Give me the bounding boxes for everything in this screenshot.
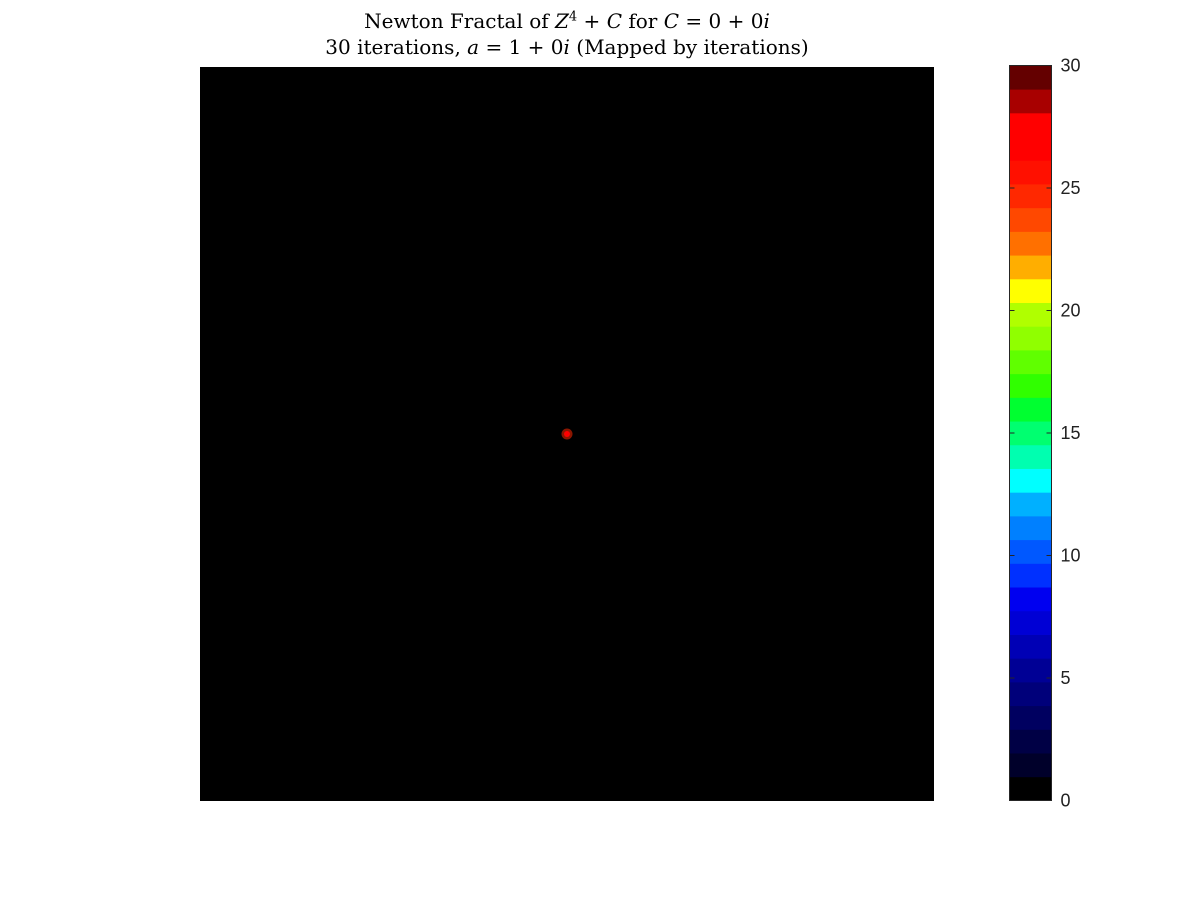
title-line-2: 30 iterations, a = 1 + 0i (Mapped by ite… — [200, 34, 934, 60]
title-plus: + — [577, 9, 607, 33]
title-var-c2: C — [663, 9, 680, 33]
colorbar-block — [1009, 563, 1052, 588]
subtitle-equation: = 1 + 0 — [479, 35, 564, 59]
colorbar-tick-label: 5 — [1061, 668, 1071, 688]
title-var-z: Z — [555, 9, 569, 33]
title-var-c: C — [606, 9, 622, 33]
colorbar-block — [1009, 539, 1052, 564]
colorbar-block — [1009, 729, 1052, 754]
colorbar-block — [1009, 753, 1052, 778]
title-line-1: Newton Fractal of Z4 + C for C = 0 + 0i — [200, 8, 934, 34]
title-text: Newton Fractal of — [364, 9, 556, 33]
colorbar-block — [1009, 112, 1052, 138]
colorbar-block — [1009, 350, 1052, 375]
colorbar-tick-label: 25 — [1061, 178, 1081, 198]
colorbar-blocks — [1009, 65, 1052, 801]
colorbar: 0 5 10 15 20 25 30 — [1009, 56, 1081, 811]
center-point-core — [564, 431, 570, 437]
colorbar-block — [1009, 492, 1052, 517]
colorbar-block — [1009, 302, 1052, 327]
colorbar-tick-label: 30 — [1061, 56, 1081, 76]
colorbar-block — [1009, 610, 1052, 635]
colorbar-block — [1009, 184, 1052, 209]
fractal-center-point — [561, 428, 573, 440]
colorbar-block — [1009, 444, 1052, 469]
colorbar-block — [1009, 515, 1052, 541]
colorbar-frame — [1009, 65, 1052, 801]
colorbar-block — [1009, 421, 1052, 446]
subtitle-text: 30 iterations, — [325, 35, 468, 59]
colorbar-block — [1009, 587, 1052, 612]
fractal-heatmap — [200, 67, 934, 801]
colorbar-tick-label: 0 — [1061, 791, 1071, 811]
colorbar-block — [1009, 776, 1052, 801]
colorbar-block — [1009, 278, 1052, 303]
colorbar-tick-label: 15 — [1061, 423, 1081, 443]
colorbar-tick-label: 10 — [1061, 546, 1081, 566]
colorbar-block — [1009, 231, 1052, 256]
colorbar-tick-label: 20 — [1061, 301, 1081, 321]
chart-title: Newton Fractal of Z4 + C for C = 0 + 0i … — [200, 8, 934, 60]
title-imag-unit: i — [763, 9, 770, 33]
colorbar-block — [1009, 136, 1052, 161]
colorbar-ticks: 0 5 10 15 20 25 30 — [1009, 56, 1081, 811]
colorbar-block — [1009, 65, 1052, 90]
colorbar-block — [1009, 326, 1052, 351]
colorbar-block — [1009, 658, 1052, 683]
title-for: for — [622, 9, 664, 33]
colorbar-block — [1009, 397, 1052, 422]
colorbar-block — [1009, 255, 1052, 280]
colorbar-block — [1009, 207, 1052, 232]
title-equation: = 0 + 0 — [679, 9, 764, 33]
colorbar-block — [1009, 160, 1052, 185]
colorbar-block — [1009, 373, 1052, 398]
subtitle-var-a: a — [467, 35, 480, 59]
colorbar-block — [1009, 634, 1052, 659]
colorbar-block — [1009, 468, 1052, 493]
colorbar-block — [1009, 681, 1052, 707]
subtitle-imag-unit: i — [563, 35, 570, 59]
colorbar-block — [1009, 89, 1052, 114]
colorbar-block — [1009, 705, 1052, 730]
subtitle-suffix: (Mapped by iterations) — [569, 35, 809, 59]
title-exponent: 4 — [568, 9, 578, 25]
